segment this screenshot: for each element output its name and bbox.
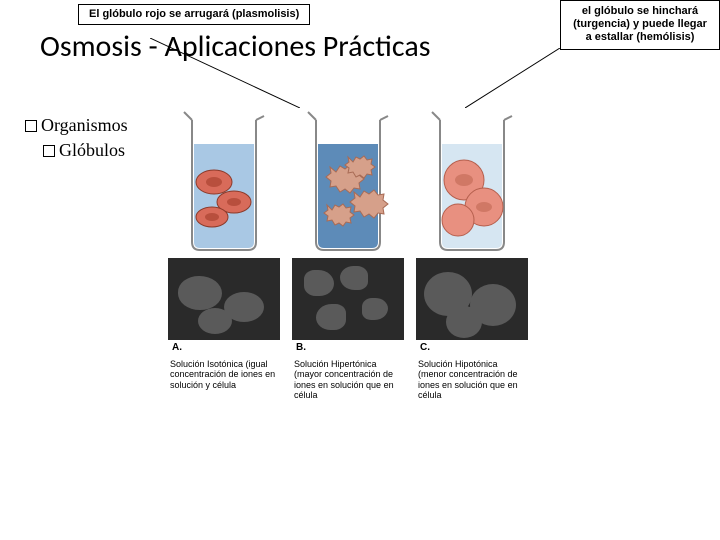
- beaker-c: [416, 92, 528, 252]
- beaker-a-svg: [174, 102, 274, 252]
- micrograph-a: [168, 258, 280, 340]
- beaker-a: [168, 92, 280, 252]
- callout-line-left: [150, 38, 300, 108]
- label-c: C.: [416, 342, 528, 353]
- bullet-icon: [43, 145, 55, 157]
- bullet-list: Organismos Glóbulos: [25, 115, 128, 165]
- beakers-row: [168, 92, 528, 252]
- beaker-b: [292, 92, 404, 252]
- caption-b: Solución Hipertónica (mayor concentració…: [292, 359, 404, 400]
- caption-c: Solución Hipotónica (menor concentración…: [416, 359, 528, 400]
- beaker-c-svg: [422, 102, 522, 252]
- micrograph-c: [416, 258, 528, 340]
- callout-right-text: el glóbulo se hinchará (turgencia) y pue…: [573, 5, 707, 43]
- callout-line-right: [465, 48, 565, 108]
- bullet-item: Glóbulos: [43, 140, 128, 161]
- bullet-text-1: Organismos: [41, 115, 128, 135]
- caption-a: Solución Isotónica (igual concentración …: [168, 359, 280, 400]
- label-a: A.: [168, 342, 280, 353]
- callout-left-text: El glóbulo rojo se arrugará (plasmolisis…: [89, 8, 299, 20]
- captions-row: Solución Isotónica (igual concentración …: [168, 359, 528, 400]
- micrograph-row: [168, 258, 528, 340]
- bullet-text-2: Glóbulos: [59, 140, 125, 160]
- osmosis-diagram: A. B. C. Solución Isotónica (igual conce…: [168, 92, 528, 400]
- callout-hemolysis: el glóbulo se hinchará (turgencia) y pue…: [560, 0, 720, 50]
- callout-plasmolysis: El glóbulo rojo se arrugará (plasmolisis…: [78, 4, 310, 25]
- beaker-b-svg: [298, 102, 398, 252]
- bullet-icon: [25, 120, 37, 132]
- bullet-item: Organismos: [25, 115, 128, 136]
- label-b: B.: [292, 342, 404, 353]
- labels-row: A. B. C.: [168, 342, 528, 353]
- micrograph-b: [292, 258, 404, 340]
